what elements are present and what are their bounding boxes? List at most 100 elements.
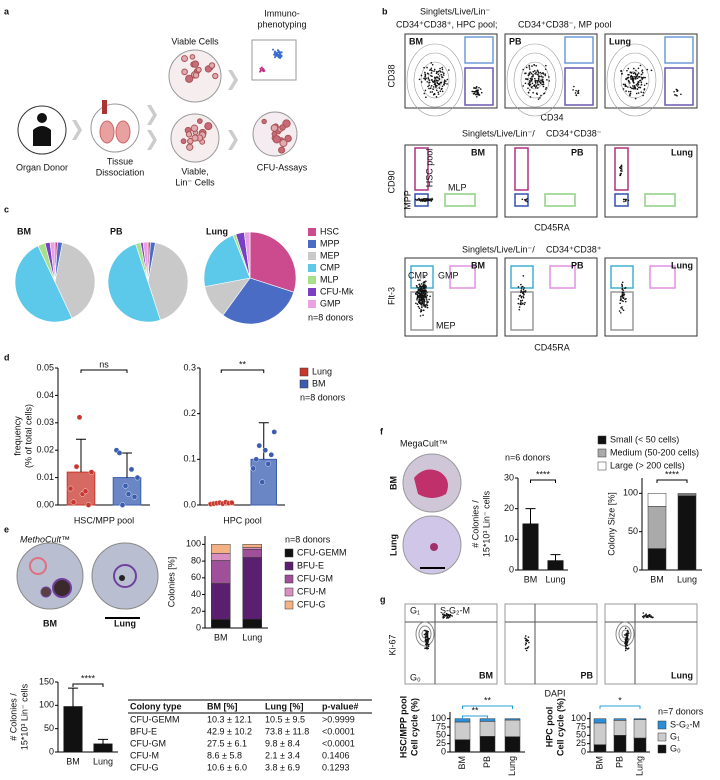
event [438, 75, 441, 77]
event [448, 69, 450, 71]
event [548, 76, 550, 78]
event [577, 92, 579, 95]
event [443, 80, 446, 83]
bar [112, 477, 142, 506]
event [437, 70, 440, 73]
event [432, 86, 435, 88]
event [429, 69, 431, 71]
y-tick-label: 30 [504, 472, 514, 482]
event [441, 76, 444, 79]
event [420, 299, 423, 302]
table-cell: BFU-E [130, 726, 157, 736]
event [620, 167, 622, 170]
event [642, 615, 645, 617]
event [620, 69, 622, 72]
significance: **** [665, 469, 680, 479]
cell [284, 134, 292, 143]
event [475, 93, 477, 96]
legend-swatch [308, 264, 316, 272]
table-cell: CFU-G [130, 762, 159, 772]
event [626, 629, 629, 632]
significance: ** [484, 695, 492, 705]
axis-label: HPC pool [544, 707, 554, 748]
data-point [128, 466, 135, 473]
event [676, 90, 678, 93]
table-cell: 8.6 ± 5.8 [207, 750, 242, 760]
legend-label: G₀ [670, 743, 681, 753]
event [517, 302, 520, 305]
gate-title: Singlets/Live/Lin⁻/ [462, 128, 535, 138]
event [425, 643, 427, 646]
cell [185, 131, 193, 138]
pie-slice [147, 242, 189, 321]
bar [547, 560, 564, 571]
tissue-label: Lung [671, 670, 693, 680]
event [439, 69, 441, 72]
event [625, 78, 627, 80]
data-point [125, 491, 132, 497]
data-point [85, 502, 92, 508]
event [536, 81, 539, 83]
event [475, 87, 478, 89]
phase-label: S-G₂-M [440, 605, 470, 615]
cell [195, 66, 202, 73]
axis-label: HPC pool [223, 515, 262, 525]
table-header: Lung [%] [265, 701, 304, 711]
table-header: p-value# [322, 701, 359, 711]
event [441, 66, 443, 69]
legend-swatch [308, 228, 316, 236]
legend-label: BM [312, 378, 326, 388]
x-tick-label: Lung [507, 756, 517, 776]
y-tick-label: 10 [504, 534, 514, 544]
event [517, 298, 520, 300]
y-tick-label: 0.1 [183, 454, 196, 464]
legend-label: Small (< 50 cells) [610, 434, 679, 444]
event [259, 67, 262, 70]
note: n=7 donors [658, 706, 704, 716]
bar-segment [479, 718, 496, 722]
legend-label: CFU-GM [297, 573, 333, 583]
gate-hsc [514, 147, 529, 191]
legend-label: BFU-E [297, 560, 324, 570]
event [541, 83, 544, 86]
event [428, 87, 430, 90]
event [434, 85, 437, 88]
event [536, 83, 539, 85]
axis-label: CD34 [540, 112, 563, 122]
y-tick-label: 0.05 [36, 362, 54, 372]
event [427, 640, 429, 643]
event [621, 281, 624, 284]
event [646, 68, 649, 71]
event [278, 50, 281, 53]
event [475, 91, 478, 93]
event [530, 76, 533, 78]
event [619, 302, 621, 305]
y-tick-label: 0 [509, 564, 514, 574]
event [525, 72, 527, 74]
x-tick-label: BM [214, 632, 228, 642]
event [637, 72, 640, 74]
event [272, 48, 275, 51]
event [423, 66, 425, 69]
tissue-icon [90, 103, 140, 153]
table-header: BM [%] [207, 701, 238, 711]
event [418, 307, 421, 309]
tissue-label: BM [471, 147, 485, 157]
data-point [265, 461, 272, 467]
data-point [131, 493, 138, 500]
event [624, 198, 626, 201]
event [433, 70, 435, 72]
event [544, 73, 547, 75]
event [423, 294, 426, 296]
event [524, 301, 526, 304]
event [418, 78, 421, 81]
x-tick-label: Lung [677, 574, 697, 584]
flow-plot [504, 33, 598, 109]
event [431, 91, 434, 93]
event [572, 89, 574, 91]
event [625, 647, 627, 650]
contour [418, 625, 432, 643]
tissue-label: PB [571, 147, 584, 157]
population-label: CMP [408, 270, 428, 280]
